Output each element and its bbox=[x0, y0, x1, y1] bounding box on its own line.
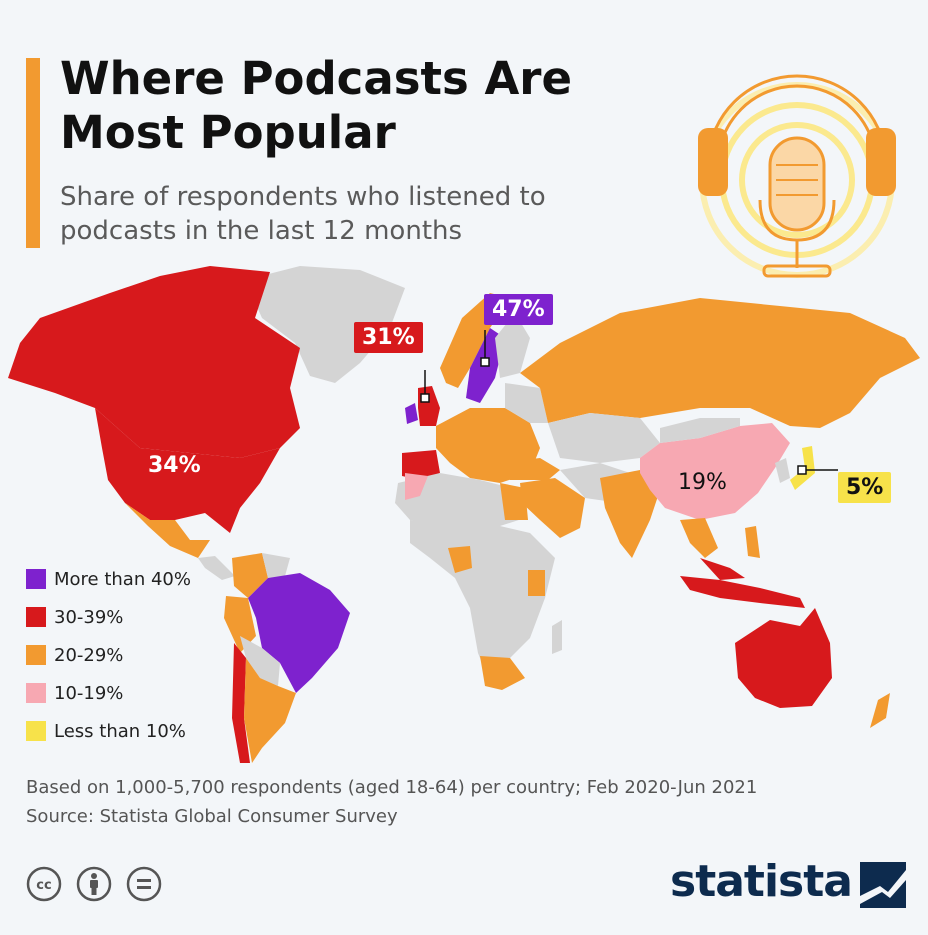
legend-label: Less than 10% bbox=[54, 720, 186, 742]
russia bbox=[520, 298, 920, 428]
legend-item: More than 40% bbox=[26, 560, 191, 598]
headphones-microphone-icon bbox=[698, 74, 896, 278]
india bbox=[600, 470, 660, 558]
legend-item: Less than 10% bbox=[26, 712, 191, 750]
ireland bbox=[405, 403, 418, 424]
kazakhstan-area bbox=[548, 413, 660, 463]
morocco bbox=[405, 473, 428, 500]
nigeria bbox=[448, 546, 472, 573]
argentina bbox=[244, 658, 296, 763]
new-zealand bbox=[870, 693, 890, 728]
turkey bbox=[500, 458, 560, 480]
accent-bar bbox=[26, 58, 40, 248]
svg-text:cc: cc bbox=[36, 878, 51, 893]
philippines bbox=[745, 526, 760, 558]
page-title: Where Podcasts Are Most Popular bbox=[60, 52, 573, 159]
bolivia-paraguay bbox=[240, 636, 280, 686]
sweden-callout: 47% bbox=[484, 294, 553, 325]
venezuela bbox=[262, 553, 290, 578]
brazil bbox=[248, 573, 350, 693]
china bbox=[640, 423, 790, 520]
usa bbox=[95, 408, 280, 533]
eastern-europe bbox=[505, 383, 548, 423]
source-note: Source: Statista Global Consumer Survey bbox=[26, 806, 398, 827]
australia bbox=[735, 608, 832, 708]
malaysia bbox=[700, 558, 745, 580]
egypt bbox=[500, 483, 528, 520]
person-icon[interactable] bbox=[76, 866, 112, 902]
uk bbox=[418, 386, 440, 426]
world-map bbox=[8, 266, 920, 763]
license-icons: cc bbox=[26, 866, 162, 902]
statista-wordmark[interactable]: statista bbox=[670, 856, 853, 907]
korea bbox=[775, 458, 790, 483]
peru bbox=[224, 596, 256, 653]
canada bbox=[8, 266, 300, 458]
japan bbox=[790, 446, 815, 490]
legend-item: 30-39% bbox=[26, 598, 191, 636]
mexico bbox=[125, 503, 210, 558]
colombia bbox=[232, 553, 268, 598]
cc-icon[interactable]: cc bbox=[26, 866, 62, 902]
usa-value-label: 34% bbox=[148, 453, 201, 478]
finland bbox=[495, 313, 530, 378]
page-subtitle: Share of respondents who listened to pod… bbox=[60, 182, 546, 246]
madagascar bbox=[552, 620, 562, 654]
spain-portugal bbox=[402, 450, 440, 480]
legend-label: 30-39% bbox=[54, 606, 124, 628]
equals-icon[interactable] bbox=[126, 866, 162, 902]
central-america bbox=[198, 556, 235, 580]
south-africa bbox=[480, 656, 525, 690]
footnote: Based on 1,000-5,700 respondents (aged 1… bbox=[26, 773, 757, 831]
legend-swatch bbox=[26, 721, 46, 741]
statista-logo-icon[interactable] bbox=[860, 862, 906, 908]
central-africa bbox=[410, 520, 555, 678]
north-africa bbox=[395, 473, 525, 526]
legend-label: 20-29% bbox=[54, 644, 124, 666]
se-asia bbox=[680, 518, 718, 558]
greenland bbox=[245, 266, 405, 383]
legend-label: More than 40% bbox=[54, 568, 191, 590]
mongolia bbox=[660, 418, 740, 443]
uk-callout: 31% bbox=[354, 322, 423, 353]
legend-label: 10-19% bbox=[54, 682, 124, 704]
indonesia bbox=[680, 576, 805, 608]
legend-swatch bbox=[26, 683, 46, 703]
middle-east bbox=[520, 478, 585, 538]
kenya bbox=[528, 570, 545, 596]
japan-callout: 5% bbox=[838, 472, 892, 503]
legend-item: 20-29% bbox=[26, 636, 191, 674]
china-value-label: 19% bbox=[678, 470, 727, 495]
legend-item: 10-19% bbox=[26, 674, 191, 712]
legend-swatch bbox=[26, 569, 46, 589]
legend-swatch bbox=[26, 607, 46, 627]
sample-note: Based on 1,000-5,700 respondents (aged 1… bbox=[26, 777, 758, 798]
legend: More than 40% 30-39% 20-29% 10-19% Less … bbox=[26, 560, 191, 750]
legend-swatch bbox=[26, 645, 46, 665]
